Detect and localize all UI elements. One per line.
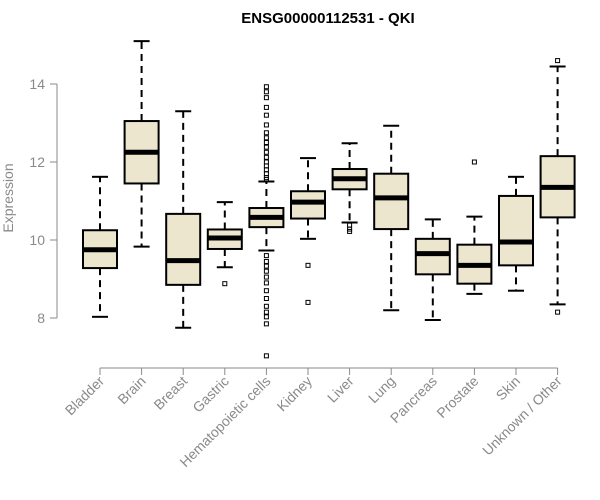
chart-title: ENSG00000112531 - QKI: [241, 10, 414, 27]
outlier-point: [347, 228, 353, 234]
outlier-point: [263, 130, 269, 136]
box-kidney: [290, 157, 326, 305]
outlier-point: [263, 268, 269, 274]
iqr-box: [165, 212, 202, 286]
iqr-box: [414, 237, 451, 276]
box-hematopoietic-cells: [248, 84, 285, 359]
box-gastric: [206, 201, 243, 287]
outlier-point: [555, 58, 561, 64]
outlier-point: [305, 262, 311, 268]
y-tick-label: 12: [29, 154, 45, 170]
y-tick-label: 8: [37, 310, 45, 326]
outlier-point: [263, 321, 269, 327]
box-brain: [123, 40, 160, 248]
y-axis-label: Expression: [0, 163, 16, 232]
outlier-point: [263, 135, 269, 141]
outlier-point: [347, 222, 353, 228]
outlier-point: [263, 84, 269, 90]
outlier-point: [263, 140, 269, 145]
box-lung: [373, 124, 410, 312]
outlier-point: [263, 104, 269, 110]
x-tick-label: Brain: [114, 373, 148, 407]
outlier-point: [222, 281, 228, 287]
outlier-point: [263, 274, 269, 280]
outlier-point: [263, 253, 269, 259]
x-tick-label: Kidney: [274, 373, 316, 415]
outlier-point: [263, 154, 269, 160]
outlier-point: [263, 122, 269, 128]
x-tick-label: Skin: [493, 373, 524, 404]
outlier-point: [263, 177, 269, 183]
box-liver: [331, 142, 368, 234]
x-tick-label: Breast: [150, 373, 190, 413]
x-tick-label: Unknown / Other: [479, 373, 565, 459]
outlier-point: [263, 95, 269, 101]
outlier-point: [263, 280, 269, 286]
box-breast: [165, 110, 202, 329]
box-bladder: [82, 175, 118, 318]
outlier-point: [263, 89, 269, 95]
outlier-point: [305, 299, 311, 305]
y-tick-label: 10: [29, 232, 45, 248]
y-axis: 8 10 12 14: [29, 76, 58, 326]
outlier-point: [263, 258, 269, 264]
x-tick-label: Liver: [324, 373, 357, 406]
outlier-point: [263, 144, 269, 150]
x-tick-label: Bladder: [62, 373, 108, 419]
iqr-box: [373, 172, 410, 231]
x-tick-label: Lung: [365, 373, 398, 406]
outlier-point: [471, 159, 477, 165]
outlier-point: [263, 149, 269, 155]
iqr-box: [290, 190, 326, 220]
outlier-point: [263, 296, 269, 301]
y-tick-label: 14: [29, 76, 45, 92]
outlier-point: [263, 353, 269, 359]
outlier-point: [263, 314, 269, 320]
x-tick-label: Prostate: [433, 373, 481, 421]
outlier-point: [263, 263, 269, 269]
box-pancreas: [414, 218, 451, 321]
outlier-point: [263, 288, 269, 294]
outlier-point: [555, 309, 561, 315]
outlier-point: [263, 112, 269, 118]
outlier-point: [263, 303, 269, 309]
box-unknown-other: [539, 58, 576, 315]
plot-area: [82, 40, 576, 359]
box-skin: [498, 175, 534, 292]
box-prostate: [456, 159, 493, 295]
iqr-box: [498, 194, 534, 267]
outlier-point: [263, 309, 269, 315]
